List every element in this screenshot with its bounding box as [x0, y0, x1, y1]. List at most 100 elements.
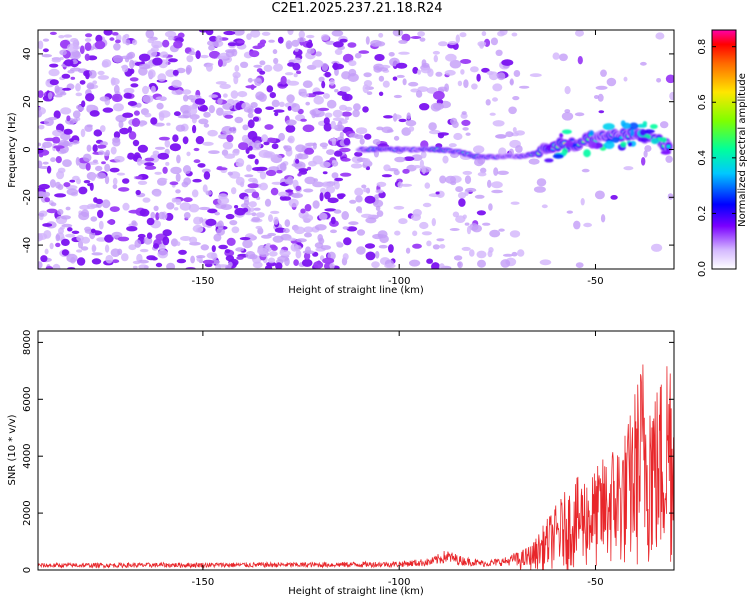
noise-blob — [322, 171, 328, 175]
noise-blob — [233, 75, 239, 85]
noise-blob — [75, 92, 83, 97]
noise-blob — [128, 244, 137, 251]
noise-blob — [116, 172, 126, 176]
noise-blob — [251, 212, 257, 217]
noise-blob — [511, 32, 518, 37]
noise-blob — [623, 166, 634, 171]
noise-blob — [339, 131, 344, 139]
noise-blob — [463, 79, 469, 88]
noise-blob — [55, 242, 61, 248]
ridge-patch — [622, 122, 631, 130]
snr-y-tick-label: 0 — [22, 567, 33, 573]
noise-blob — [162, 229, 172, 237]
noise-blob — [217, 196, 230, 205]
noise-blob — [306, 48, 315, 54]
noise-blob — [342, 226, 349, 230]
noise-blob — [487, 250, 493, 258]
noise-blob — [293, 259, 299, 266]
noise-blob — [97, 209, 104, 219]
noise-blob — [176, 154, 181, 164]
snr-x-tick-label: -100 — [388, 577, 411, 588]
noise-blob — [217, 97, 223, 105]
noise-blob — [89, 110, 100, 117]
noise-blob — [85, 71, 90, 80]
noise-blob — [266, 85, 274, 93]
noise-blob — [505, 131, 514, 138]
noise-blob — [49, 31, 57, 35]
noise-blob — [286, 94, 295, 103]
noise-blob — [433, 90, 445, 100]
noise-blob — [424, 182, 431, 189]
noise-blob — [94, 40, 106, 50]
noise-blob — [169, 181, 179, 186]
colorbar-tick-label: 0.2 — [697, 205, 708, 221]
noise-blob — [279, 101, 285, 108]
noise-blob — [386, 129, 394, 133]
noise-blob — [209, 35, 218, 42]
noise-blob — [457, 192, 467, 199]
noise-blob — [234, 207, 246, 216]
noise-blob — [363, 158, 371, 166]
noise-blob — [500, 259, 511, 268]
noise-blob — [189, 236, 198, 244]
noise-blob — [302, 124, 315, 133]
noise-blob — [304, 147, 315, 155]
noise-blob — [644, 145, 652, 152]
noise-blob — [331, 172, 339, 179]
noise-blob — [182, 165, 192, 174]
noise-blob — [366, 91, 373, 95]
noise-blob — [98, 220, 104, 230]
noise-blob — [253, 64, 263, 68]
noise-blob — [158, 136, 170, 141]
noise-blob — [231, 187, 237, 195]
noise-blob — [462, 170, 473, 175]
noise-blob — [129, 59, 135, 69]
noise-blob — [433, 54, 438, 63]
noise-blob — [421, 62, 430, 68]
noise-blob — [452, 120, 459, 129]
noise-blob — [47, 92, 53, 100]
noise-blob — [655, 32, 665, 40]
noise-blob — [335, 241, 342, 246]
colorbar-tick-label: 0.4 — [697, 150, 708, 166]
noise-blob — [176, 241, 181, 246]
noise-blob — [259, 70, 266, 75]
noise-blob — [66, 188, 79, 196]
noise-blob — [476, 210, 486, 216]
noise-blob — [329, 262, 335, 269]
noise-blob — [355, 127, 368, 135]
noise-blob — [264, 198, 272, 207]
noise-blob — [295, 249, 302, 259]
noise-blob — [91, 258, 102, 265]
noise-blob — [142, 197, 151, 203]
noise-blob — [207, 129, 218, 137]
noise-blob — [173, 207, 179, 211]
noise-blob — [263, 151, 276, 159]
noise-blob — [392, 30, 404, 37]
noise-blob — [300, 92, 310, 98]
noise-blob — [428, 122, 437, 131]
noise-blob — [91, 244, 97, 253]
noise-blob — [38, 160, 43, 169]
noise-blob — [510, 201, 520, 205]
noise-blob — [461, 246, 471, 251]
noise-blob — [171, 89, 184, 96]
noise-blob — [397, 181, 403, 189]
noise-blob — [87, 183, 93, 187]
noise-blob — [287, 30, 294, 36]
noise-blob — [217, 220, 224, 230]
noise-blob — [188, 203, 200, 213]
noise-blob — [249, 50, 260, 58]
noise-blob — [79, 204, 90, 210]
noise-blob — [150, 211, 156, 219]
noise-blob — [172, 69, 179, 76]
noise-blob — [352, 109, 360, 118]
noise-blob — [372, 233, 384, 240]
noise-blob — [111, 77, 120, 86]
noise-blob — [43, 230, 52, 239]
noise-blob — [364, 195, 376, 204]
noise-blob — [330, 120, 336, 130]
noise-blob — [383, 115, 394, 119]
noise-blob — [470, 66, 479, 73]
noise-blob — [52, 263, 61, 269]
